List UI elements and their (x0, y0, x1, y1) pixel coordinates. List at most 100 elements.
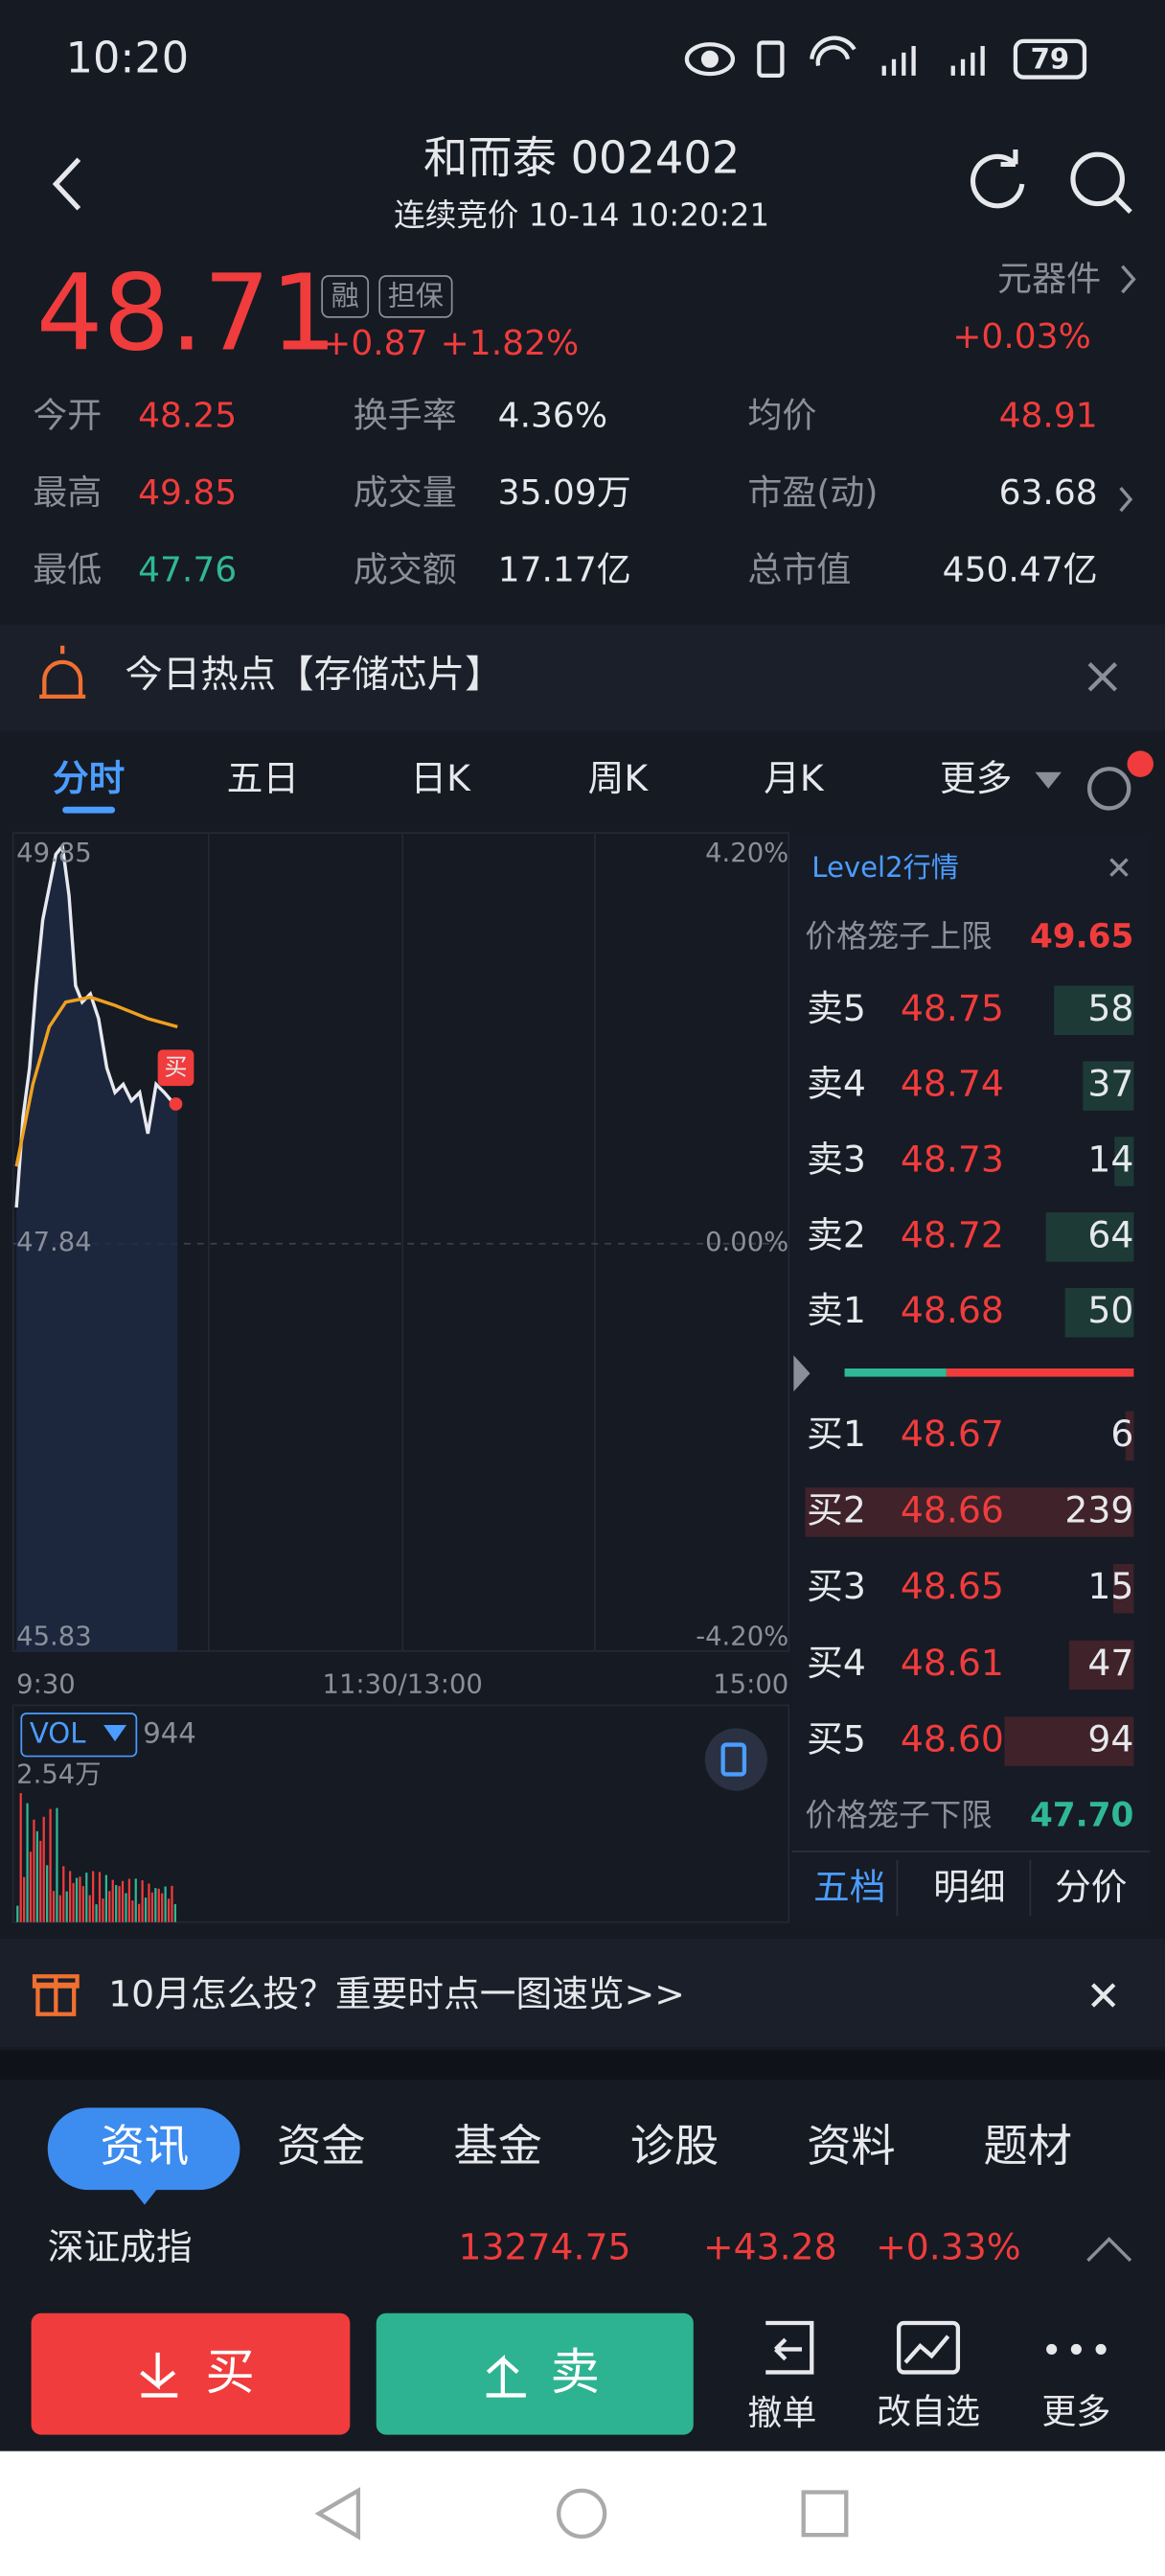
news-tab[interactable]: 资讯 (101, 2120, 190, 2172)
stat-label: 总市值 (747, 551, 851, 590)
stat-label: 成交额 (354, 551, 457, 590)
refresh-button[interactable] (971, 150, 1025, 209)
level-price: 48.61 (901, 1642, 1004, 1684)
level-label: 卖4 (807, 1063, 866, 1105)
stat-value: 63.68 (999, 473, 1098, 513)
price-label: 49.85 (16, 839, 92, 868)
volume-stick (102, 1898, 104, 1922)
stat-value: 49.85 (138, 473, 237, 513)
news-tab[interactable]: 诊股 (630, 2120, 720, 2172)
action-label[interactable]: 改自选 (877, 2392, 980, 2431)
arrow (793, 1355, 811, 1392)
dropdown-arrow (103, 1725, 127, 1742)
vol-selector[interactable] (20, 1713, 138, 1758)
volume-bar (1064, 1288, 1134, 1338)
close-button[interactable] (1109, 858, 1129, 877)
volume-stick (171, 1885, 173, 1922)
volume-stick (134, 1878, 137, 1922)
split-bar-green (844, 1368, 947, 1377)
volume-stick (79, 1876, 81, 1922)
action-label[interactable]: 撤单 (747, 2394, 816, 2433)
settings-button[interactable] (1086, 767, 1131, 811)
volume-stick (173, 1903, 177, 1922)
back-button[interactable] (52, 157, 81, 211)
book-tab[interactable]: 明细 (933, 1866, 1005, 1908)
volume-stick (56, 1807, 58, 1922)
hot-bar[interactable] (0, 624, 1165, 731)
nav-home[interactable] (556, 2488, 607, 2539)
close-button[interactable] (1091, 1983, 1116, 2008)
vol-max: 2.54万 (16, 1760, 102, 1790)
search-button[interactable] (1070, 151, 1132, 214)
buy-button[interactable] (31, 2312, 351, 2435)
stat-label: 成交量 (354, 473, 457, 513)
volume-stick (104, 1874, 107, 1922)
pct-label: 4.20% (705, 839, 788, 868)
book-tab[interactable]: 五档 (813, 1866, 885, 1908)
banner[interactable] (0, 1938, 1165, 2047)
time-label: 9:30 (16, 1669, 76, 1699)
volume-stick (29, 1852, 33, 1922)
level-price: 48.75 (901, 987, 1004, 1029)
stat-value: 450.47亿 (943, 551, 1098, 590)
vol-label: VOL (30, 1716, 86, 1749)
chart-tab[interactable]: 月K (764, 757, 825, 799)
stat-label: 今开 (33, 396, 102, 435)
float-button[interactable] (704, 1728, 767, 1791)
buy-icon (140, 2352, 178, 2398)
action-icons (765, 2320, 1107, 2375)
stats: 今开 48.25 换手率 4.36% 均价 48.91 最高 49.85 成交量… (33, 396, 1097, 589)
stat-value: 35.09万 (498, 473, 631, 513)
book-tab[interactable]: 分价 (1055, 1866, 1127, 1908)
news-tab[interactable]: 资金 (277, 2120, 366, 2172)
stat-value: 47.76 (138, 551, 237, 590)
chart-tab[interactable]: 日K (410, 757, 471, 799)
level-volume: 58 (1087, 987, 1133, 1029)
expand-button[interactable] (1086, 2237, 1132, 2263)
level-volume: 47 (1087, 1642, 1133, 1684)
level-label: 卖2 (807, 1213, 866, 1255)
volume-stick (16, 1905, 19, 1922)
chart-frame (11, 832, 790, 1652)
last-price: 48.71 (36, 252, 337, 375)
volume-stick (88, 1895, 91, 1922)
close-button[interactable] (1087, 662, 1118, 692)
buy-flag-text: 买 (165, 1053, 188, 1080)
volume-stick (35, 1830, 38, 1922)
news-tab[interactable]: 基金 (453, 2120, 542, 2172)
chevron (1121, 264, 1136, 294)
level-volume: 14 (1087, 1138, 1133, 1181)
nav-back[interactable] (314, 2487, 361, 2541)
news-tab[interactable]: 题材 (983, 2120, 1072, 2172)
buy-label: 买 (205, 2344, 254, 2402)
current-dot (169, 1097, 183, 1111)
action-label[interactable]: 更多 (1041, 2392, 1110, 2431)
level-price: 48.74 (901, 1063, 1004, 1105)
news-tab[interactable]: 资料 (807, 2120, 896, 2172)
price-area (16, 845, 178, 1651)
sell-button[interactable] (376, 2312, 694, 2435)
chart-tab[interactable]: 周K (588, 757, 650, 799)
trade-status: 连续竞价 10-14 10:20:21 (394, 196, 769, 233)
level-label: 卖3 (807, 1138, 866, 1181)
chart-tab[interactable]: 更多 (940, 757, 1012, 799)
chart-tab[interactable]: 分时 (53, 757, 125, 799)
volume-stick (39, 1840, 42, 1922)
sell-icon (486, 2354, 526, 2398)
level-price: 48.73 (901, 1138, 1004, 1181)
volume-stick (154, 1888, 157, 1922)
volume-bar (1112, 1564, 1134, 1614)
news-tabs: 资讯 资金 基金 诊股 资料 题材 (101, 2120, 1072, 2172)
gift-icon (32, 1974, 80, 2016)
volume-stick (148, 1883, 150, 1922)
level-volume: 64 (1087, 1213, 1133, 1255)
volume-stick (81, 1886, 84, 1922)
price-label: 47.84 (16, 1228, 92, 1257)
volume-stick (164, 1886, 167, 1922)
time-label: 15:00 (713, 1669, 788, 1699)
volume-stick (108, 1891, 111, 1922)
sector-name[interactable]: 元器件 (997, 260, 1101, 299)
chart-tab[interactable]: 五日 (227, 757, 299, 799)
volume-bar (1068, 1640, 1134, 1690)
nav-recent[interactable] (801, 2490, 849, 2538)
